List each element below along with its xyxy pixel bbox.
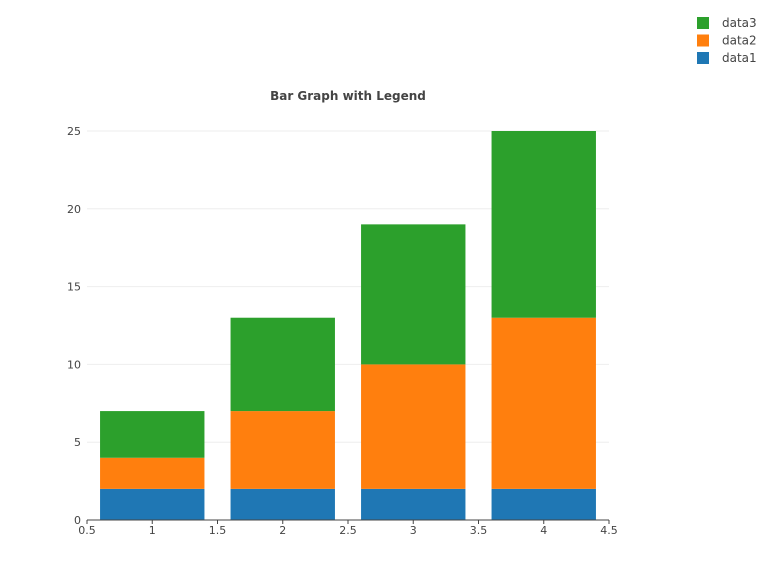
legend-label-data1[interactable]: data1 bbox=[722, 51, 757, 65]
bar-data1-x3[interactable] bbox=[361, 488, 466, 520]
x-tick-label: 1.5 bbox=[209, 524, 227, 537]
bar-data3-x4[interactable] bbox=[491, 131, 596, 318]
bar-layer bbox=[100, 131, 596, 520]
bar-data1-x1[interactable] bbox=[100, 488, 205, 520]
y-tick-label: 15 bbox=[67, 281, 81, 294]
x-tick-label: 0.5 bbox=[78, 524, 96, 537]
x-tick-label: 3.5 bbox=[470, 524, 488, 537]
x-tick-label: 1 bbox=[149, 524, 156, 537]
y-tick-label: 0 bbox=[74, 514, 81, 527]
bar-data3-x3[interactable] bbox=[361, 224, 466, 365]
legend-swatch-data2[interactable] bbox=[697, 34, 709, 47]
bar-data3-x1[interactable] bbox=[100, 411, 205, 458]
legend-swatch-data3[interactable] bbox=[697, 17, 709, 29]
bar-data2-x3[interactable] bbox=[361, 364, 466, 489]
chart-title: Bar Graph with Legend bbox=[270, 89, 426, 103]
y-tick-label: 5 bbox=[74, 436, 81, 449]
legend-label-data3[interactable]: data3 bbox=[722, 16, 757, 30]
y-tick-label: 10 bbox=[67, 358, 81, 371]
y-tick-label: 25 bbox=[67, 125, 81, 138]
legend-item-data1[interactable]: data1 bbox=[697, 51, 757, 65]
bar-data2-x2[interactable] bbox=[230, 411, 335, 489]
x-tick-label: 3 bbox=[410, 524, 417, 537]
legend-label-data2[interactable]: data2 bbox=[722, 34, 757, 48]
legend-item-data3[interactable]: data3 bbox=[697, 16, 757, 30]
x-tick-label: 4.5 bbox=[600, 524, 618, 537]
bar-data2-x4[interactable] bbox=[491, 317, 596, 489]
legend[interactable]: data3 data2 data1 bbox=[697, 16, 757, 65]
x-tick-label: 2 bbox=[279, 524, 286, 537]
legend-item-data2[interactable]: data2 bbox=[697, 34, 757, 48]
bar-data2-x1[interactable] bbox=[100, 457, 205, 489]
bar-data3-x2[interactable] bbox=[230, 317, 335, 412]
legend-swatch-data1[interactable] bbox=[697, 52, 709, 64]
x-tick-label: 2.5 bbox=[339, 524, 357, 537]
bar-data1-x4[interactable] bbox=[491, 488, 596, 520]
bar-data1-x2[interactable] bbox=[230, 488, 335, 520]
y-tick-label: 20 bbox=[67, 203, 81, 216]
x-tick-label: 4 bbox=[540, 524, 547, 537]
axis-layer: 0 5 10 15 20 25 0.5 1 1.5 2 2.5 3 3.5 4 4.5 bbox=[67, 125, 618, 537]
